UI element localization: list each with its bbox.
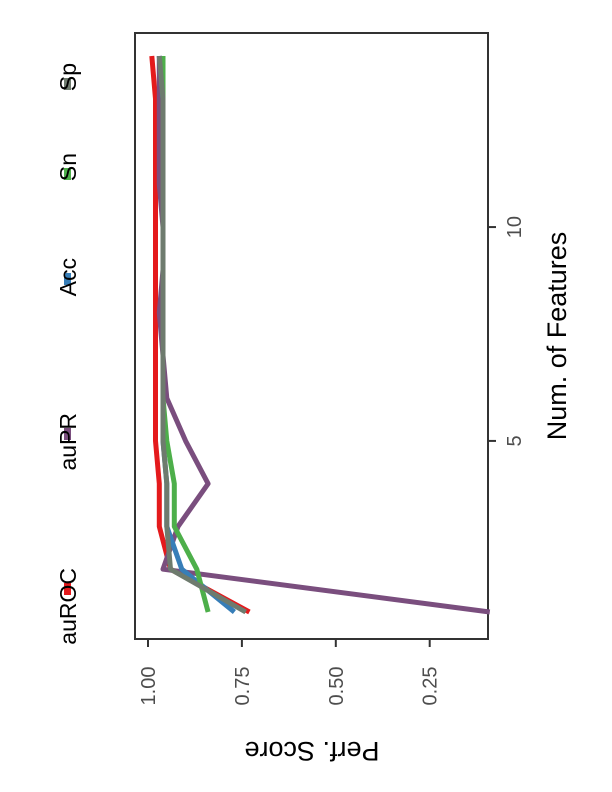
legend-swatch-auroc bbox=[64, 583, 71, 595]
legend-swatch-acc bbox=[64, 273, 71, 285]
legend-label-sp: Sp bbox=[55, 63, 81, 91]
y-tick-label: 0.75 bbox=[232, 667, 254, 706]
legend-swatch-sn bbox=[64, 168, 71, 180]
legend-swatch-aupr bbox=[64, 428, 71, 440]
x-tick-label: 5 bbox=[504, 435, 526, 446]
legend: auROC auPR Acc Sn Sp bbox=[55, 63, 81, 645]
x-axis-title: Num. of Features bbox=[542, 232, 572, 441]
y-tick-label: 1.00 bbox=[138, 667, 160, 706]
legend-label-auroc: auROC bbox=[55, 568, 81, 645]
series-line-sp bbox=[156, 55, 247, 615]
y-axis-title: Perf. Score bbox=[244, 736, 379, 766]
series-line-auroc bbox=[149, 55, 251, 615]
plot-panel bbox=[134, 32, 489, 640]
axis-layer: 1.00 0.75 0.50 0.25 5 10 bbox=[138, 216, 526, 706]
legend-swatch-sp bbox=[64, 78, 71, 90]
y-tick-label: 0.25 bbox=[420, 667, 442, 706]
legend-label-acc: Acc bbox=[55, 258, 81, 296]
series-layer bbox=[149, 55, 491, 615]
legend-label-sn: Sn bbox=[55, 153, 81, 181]
x-tick-label: 10 bbox=[504, 216, 526, 238]
legend-label-aupr: auPR bbox=[55, 413, 81, 471]
y-tick-label: 0.50 bbox=[326, 667, 348, 706]
